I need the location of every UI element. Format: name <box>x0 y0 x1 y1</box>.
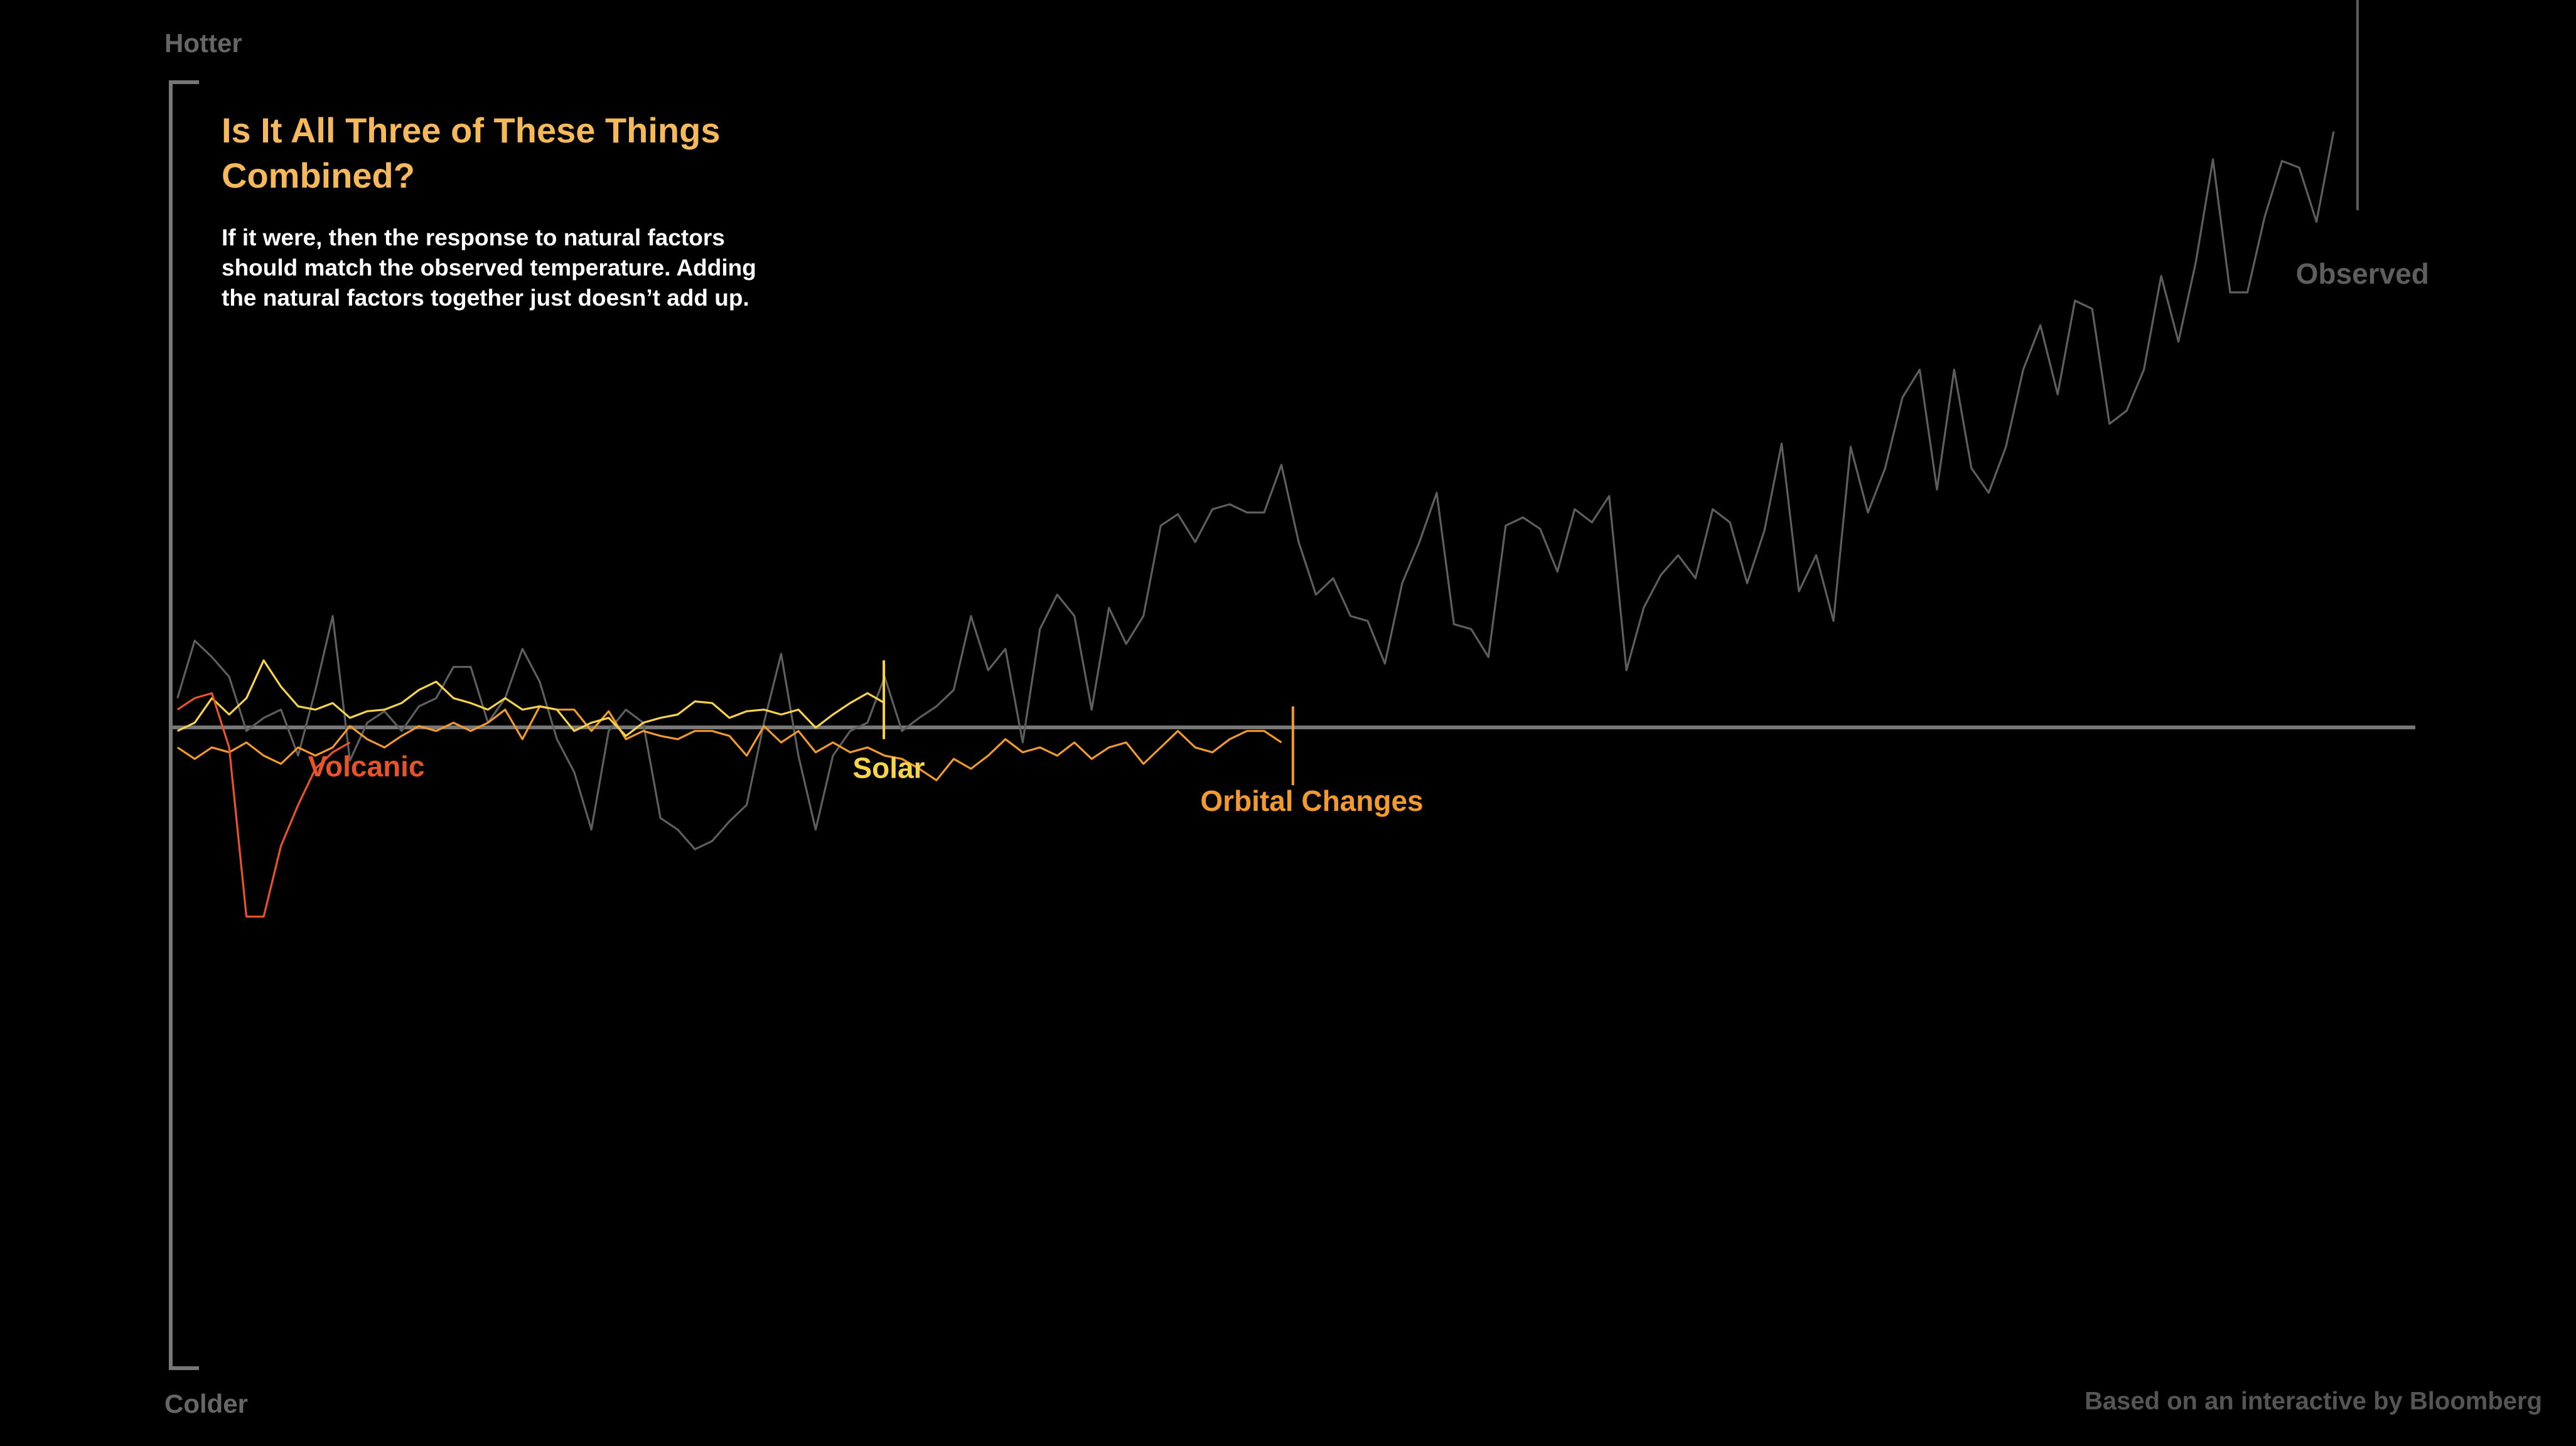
series-line <box>176 131 2335 850</box>
source: Based on an interactive by Bloomberg <box>2085 1388 2542 1415</box>
series-label: Volcanic <box>308 750 425 783</box>
y-top-label: Hotter <box>164 28 242 58</box>
series-line <box>176 705 1282 781</box>
series-label: Observed <box>2296 257 2429 290</box>
series-label: Orbital Changes <box>1200 785 1424 817</box>
chart-subtitle: If it were, then the response to natural… <box>222 225 756 311</box>
series-label: Solar <box>852 752 925 785</box>
series-line <box>176 692 351 918</box>
chart-title: Is It All Three of These Things Combined… <box>222 110 721 195</box>
y-bracket <box>169 80 199 1370</box>
series-line <box>177 659 886 737</box>
y-bottom-label: Colder <box>164 1389 248 1418</box>
